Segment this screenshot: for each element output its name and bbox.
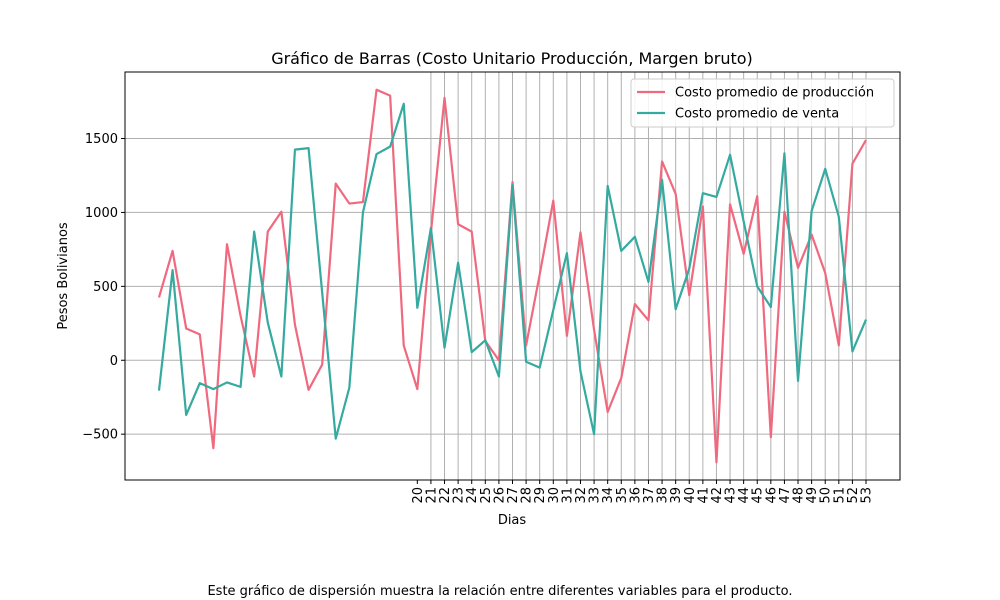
legend-label: Costo promedio de producción: [675, 86, 874, 101]
x-tick-label: 46: [764, 487, 779, 504]
x-tick-label: 33: [588, 487, 603, 504]
y-tick-label: −500: [82, 428, 118, 443]
x-tick-label: 36: [628, 487, 643, 504]
x-tick-label: 52: [846, 487, 861, 504]
x-tick-label: 42: [710, 487, 725, 504]
x-tick-label: 51: [832, 487, 847, 504]
x-tick-label: 38: [656, 487, 671, 504]
x-tick-label: 35: [615, 487, 630, 504]
y-tick-label: 1000: [85, 206, 118, 221]
x-tick-label: 27: [506, 487, 521, 504]
x-tick-label: 22: [438, 487, 453, 504]
x-tick-label: 41: [696, 487, 711, 504]
x-tick-label: 20: [411, 487, 426, 504]
x-tick-label: 26: [492, 487, 507, 504]
x-tick-label: 24: [465, 487, 480, 504]
legend-box: [630, 78, 895, 128]
x-tick-label: 43: [724, 487, 739, 504]
chart-caption: Este gráfico de dispersión muestra la re…: [207, 584, 793, 599]
x-tick-label: 45: [751, 487, 766, 504]
series-line: [157, 88, 867, 464]
y-tick-label: 1500: [85, 132, 118, 147]
x-tick-label: 30: [547, 487, 562, 504]
x-tick-label: 25: [479, 487, 494, 504]
chart-title: Gráfico de Barras (Costo Unitario Produc…: [271, 49, 753, 68]
y-tick-label: 500: [93, 280, 118, 295]
legend: Costo promedio de producción Costo promed…: [630, 78, 895, 128]
x-tick-label: 53: [860, 487, 875, 504]
series-line: [157, 102, 868, 440]
x-axis: 2021222324252627282930313233343536373839…: [411, 480, 875, 504]
x-tick-label: 37: [642, 487, 657, 504]
x-tick-label: 28: [520, 487, 535, 504]
series-layer: [157, 88, 868, 464]
x-tick-label: 21: [424, 487, 439, 504]
x-tick-label: 40: [683, 487, 698, 504]
x-tick-label: 32: [574, 487, 589, 504]
y-tick-label: 0: [110, 354, 118, 369]
x-axis-label: Dias: [498, 513, 527, 528]
x-tick-label: 39: [669, 487, 684, 504]
y-axis: −500 0 500 1000 1500: [82, 132, 125, 443]
grid-layer: [125, 72, 900, 480]
y-axis-label: Pesos Bolivianos: [56, 222, 71, 330]
x-tick-label: 50: [819, 487, 834, 504]
x-tick-label: 44: [737, 487, 752, 504]
x-tick-label: 29: [533, 487, 548, 504]
x-tick-label: 47: [778, 487, 793, 504]
x-tick-label: 34: [601, 487, 616, 504]
x-tick-label: 31: [560, 487, 575, 504]
x-tick-label: 23: [452, 487, 467, 504]
legend-label: Costo promedio de venta: [675, 107, 839, 122]
x-tick-label: 49: [805, 487, 820, 504]
x-tick-label: 48: [792, 487, 807, 504]
